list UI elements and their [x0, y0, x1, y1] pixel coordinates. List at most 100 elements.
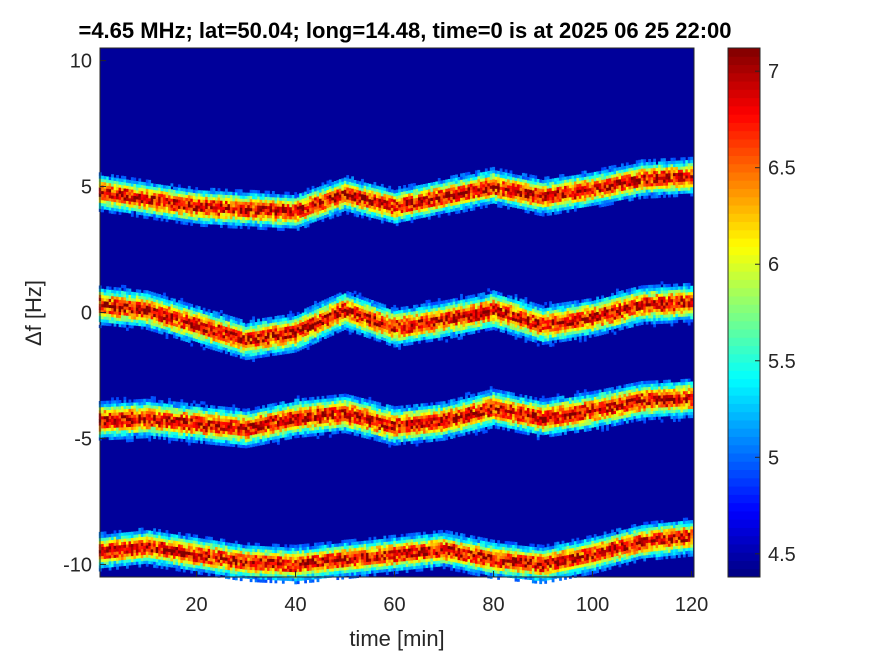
- cell: [569, 197, 572, 201]
- cell: [452, 328, 456, 332]
- cell: [519, 331, 523, 336]
- cell: [304, 308, 307, 312]
- cell: [685, 172, 689, 176]
- cell: [398, 213, 401, 217]
- cell: [475, 197, 478, 201]
- cell: [668, 173, 671, 177]
- cell: [655, 185, 659, 190]
- cell: [395, 331, 399, 336]
- cell: [130, 316, 134, 320]
- cell: [351, 311, 354, 315]
- cell: [338, 200, 342, 204]
- cell: [415, 313, 419, 317]
- cell: [319, 331, 322, 336]
- cell: [316, 333, 320, 337]
- cell: [400, 215, 404, 220]
- cell: [311, 320, 315, 324]
- cell: [324, 314, 327, 318]
- cell: [363, 200, 367, 205]
- cell: [519, 307, 523, 312]
- cell: [462, 317, 466, 321]
- cell: [321, 203, 325, 207]
- cell: [484, 319, 488, 323]
- cell: [472, 315, 476, 319]
- cell: [598, 192, 602, 196]
- cell: [675, 187, 679, 192]
- cell: [368, 323, 372, 327]
- cell: [492, 200, 496, 204]
- cell: [593, 193, 597, 197]
- cell: [655, 170, 659, 175]
- cell: [106, 200, 109, 205]
- cell: [383, 331, 387, 335]
- cell: [502, 305, 505, 309]
- cell: [385, 209, 389, 213]
- cell: [452, 325, 456, 329]
- cell: [514, 312, 518, 316]
- cell: [554, 193, 557, 197]
- cell: [400, 331, 404, 335]
- cell: [618, 191, 622, 195]
- cell: [574, 187, 577, 191]
- cell: [544, 185, 548, 190]
- cell: [180, 202, 184, 207]
- cell: [108, 289, 112, 293]
- cell: [648, 192, 651, 196]
- cell: [517, 202, 520, 206]
- cell: [314, 206, 317, 210]
- cell: [175, 320, 179, 324]
- cell: [482, 292, 486, 296]
- cell: [413, 201, 416, 205]
- cell: [262, 214, 265, 218]
- cell: [361, 311, 364, 315]
- cell: [489, 185, 493, 189]
- cell: [133, 304, 137, 308]
- cell: [427, 216, 431, 220]
- cell: [252, 214, 255, 218]
- cell: [118, 302, 122, 307]
- cell: [277, 339, 280, 344]
- cell: [155, 193, 159, 197]
- cell: [153, 192, 156, 197]
- cell: [517, 313, 520, 317]
- cell: [222, 341, 226, 345]
- cell: [574, 178, 577, 182]
- cell: [578, 195, 582, 199]
- cell: [564, 188, 567, 193]
- cell: [239, 346, 243, 350]
- cell: [512, 320, 515, 324]
- cell: [351, 329, 354, 333]
- cell: [138, 184, 142, 188]
- cell: [242, 192, 246, 196]
- cell: [519, 205, 523, 210]
- cell: [413, 332, 416, 336]
- cell: [371, 306, 374, 310]
- cell: [437, 211, 441, 215]
- cell: [685, 166, 689, 170]
- cell: [410, 204, 414, 209]
- cell: [633, 179, 637, 183]
- cell: [398, 346, 401, 350]
- cell: [363, 333, 367, 338]
- cell: [281, 317, 285, 322]
- cell: [460, 327, 463, 331]
- cell: [390, 337, 394, 341]
- cell: [128, 324, 132, 329]
- cell: [192, 331, 196, 336]
- cell: [143, 290, 147, 294]
- cell: [128, 188, 132, 193]
- cell: [249, 217, 253, 221]
- cell: [385, 341, 389, 345]
- cell: [685, 175, 689, 179]
- cell: [192, 319, 196, 324]
- cell: [101, 303, 104, 308]
- cell: [625, 174, 629, 178]
- cell: [316, 305, 320, 310]
- cell: [133, 186, 137, 191]
- cell: [465, 311, 468, 315]
- cell: [388, 203, 392, 208]
- cell: [336, 189, 340, 193]
- cell: [484, 204, 488, 209]
- cell: [517, 187, 520, 191]
- cell: [670, 160, 674, 165]
